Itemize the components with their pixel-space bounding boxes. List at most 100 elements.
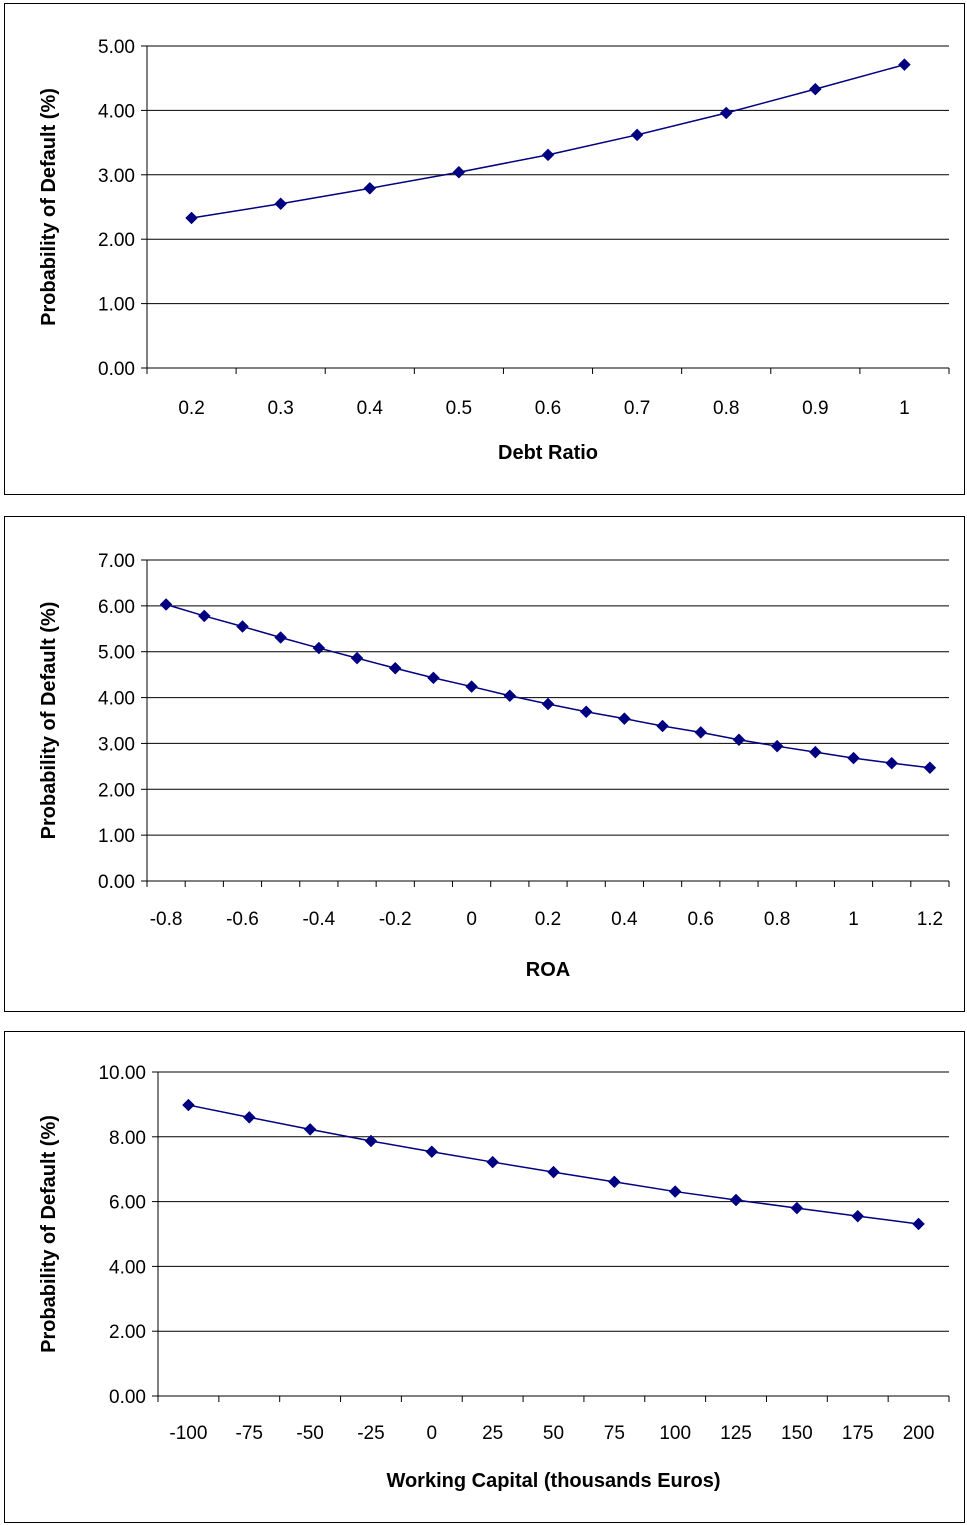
data-point-marker (312, 641, 326, 655)
y-tick-label: 3.00 (98, 734, 135, 755)
y-tick-label: 0.00 (109, 1387, 146, 1408)
data-point-marker (197, 609, 211, 623)
y-tick-label: 6.00 (98, 597, 135, 618)
data-point-marker (579, 705, 593, 719)
data-point-marker (350, 651, 364, 665)
data-point-marker (898, 58, 911, 72)
x-tick-label: -75 (236, 1423, 263, 1444)
data-point-marker (668, 1185, 682, 1198)
series-line (188, 1104, 919, 1225)
working-capital-chart: 0.00 2.00 4.00 6.00 8.00 10.00 -100 -75 -50 -25 0 2… (38, 1063, 950, 1492)
data-point-marker (607, 1175, 621, 1189)
data-point-marker (465, 680, 478, 693)
data-point-marker (847, 751, 860, 765)
y-tick-label: 5.00 (98, 643, 135, 664)
x-tick-label: 0.4 (611, 909, 638, 930)
data-point-marker (274, 197, 288, 211)
data-point-marker (719, 106, 733, 120)
data-point-marker (388, 661, 402, 675)
y-tick-label: 2.00 (109, 1322, 146, 1343)
x-tick-label: 0.5 (446, 398, 472, 419)
data-point-marker (808, 745, 822, 759)
debt-ratio-chart: 0.00 1.00 2.00 3.00 4.00 5.00 0.2 0.3 0.4 0.5 0.6 0… (38, 37, 950, 464)
x-tick-label: 0.9 (802, 398, 828, 419)
x-tick-label: 50 (543, 1423, 564, 1444)
data-point-marker (541, 697, 555, 711)
x-tick-label: 0.2 (178, 398, 204, 419)
data-point-marker (851, 1209, 865, 1223)
x-axis-title: ROA (526, 959, 570, 981)
x-axis-title: Debt Ratio (498, 442, 598, 464)
data-point-marker (185, 211, 198, 225)
y-tick-label: 0.00 (98, 872, 135, 893)
working-capital-chart-panel: 0.00 2.00 4.00 6.00 8.00 10.00 -100 -75 -50 -25 0 2… (4, 1031, 965, 1523)
data-point-marker (236, 620, 249, 633)
x-tick-label: 75 (604, 1423, 625, 1444)
y-tick-label: 4.00 (109, 1257, 146, 1278)
y-tick-label: 1.00 (98, 826, 135, 847)
y-tick-label: 2.00 (98, 230, 135, 251)
data-point-marker (923, 761, 937, 775)
y-tick-label: 6.00 (109, 1193, 146, 1214)
x-tick-label: 0 (466, 909, 477, 930)
data-point-marker (363, 181, 377, 195)
x-tick-label: 0.8 (713, 398, 739, 419)
data-point-marker (541, 148, 555, 162)
y-tick-label: 2.00 (98, 780, 135, 801)
x-tick-label: 0.8 (764, 909, 790, 930)
data-point-marker (159, 598, 173, 611)
data-point-marker (770, 739, 784, 753)
data-point-marker (547, 1165, 560, 1179)
series-line (191, 63, 905, 219)
data-point-marker (242, 1111, 256, 1124)
data-point-marker (790, 1201, 804, 1215)
x-tick-label: 125 (720, 1423, 752, 1444)
y-tick-label: 1.00 (98, 295, 135, 316)
data-point-marker (618, 712, 631, 726)
x-tick-label: -0.4 (302, 909, 335, 930)
y-tick-label: 3.00 (98, 166, 135, 187)
x-tick-label: -0.6 (226, 909, 259, 930)
data-point-marker (182, 1098, 195, 1112)
data-point-marker (808, 82, 822, 96)
data-point-marker (912, 1217, 925, 1231)
y-tick-label: 4.00 (98, 689, 135, 710)
data-point-marker (486, 1155, 500, 1169)
x-tick-label: 0.3 (267, 398, 293, 419)
y-axis-title: Probability of Default (%) (38, 602, 60, 840)
data-point-marker (452, 165, 466, 179)
x-axis-title: Working Capital (thousands Euros) (386, 1470, 720, 1492)
data-point-marker (630, 128, 644, 142)
data-point-marker (427, 671, 440, 685)
data-point-marker (694, 726, 708, 739)
x-tick-label: 0.7 (624, 398, 650, 419)
x-tick-label: 200 (903, 1423, 935, 1444)
x-tick-label: 0.6 (688, 909, 714, 930)
y-tick-label: 0.00 (98, 359, 135, 380)
y-axis-title: Probability of Default (%) (38, 88, 60, 326)
x-tick-label: 0.4 (357, 398, 384, 419)
x-tick-label: 1 (899, 398, 910, 419)
y-tick-label: 4.00 (98, 101, 135, 122)
roa-chart: 0.00 1.00 2.00 3.00 4.00 5.00 6.00 7.00 -0.8 -0.6… (38, 551, 950, 981)
data-point-marker (885, 756, 899, 770)
y-tick-label: 5.00 (98, 37, 135, 58)
x-tick-label: -0.2 (379, 909, 412, 930)
x-tick-label: 25 (482, 1423, 503, 1444)
data-point-marker (729, 1193, 743, 1207)
x-tick-label: 175 (842, 1423, 874, 1444)
x-tick-label: -25 (357, 1423, 384, 1444)
x-tick-label: 0 (427, 1423, 438, 1444)
x-tick-label: 0.6 (535, 398, 561, 419)
y-tick-label: 10.00 (98, 1063, 146, 1084)
data-point-marker (503, 689, 517, 703)
x-tick-label: 1 (848, 909, 859, 930)
x-tick-label: 0.2 (535, 909, 561, 930)
x-tick-label: 100 (659, 1423, 691, 1444)
x-tick-label: -100 (169, 1423, 207, 1444)
y-tick-label: 8.00 (109, 1128, 146, 1149)
x-tick-label: 1.2 (917, 909, 943, 930)
data-point-marker (303, 1122, 317, 1136)
data-point-marker (425, 1145, 439, 1159)
data-point-marker (732, 733, 746, 747)
